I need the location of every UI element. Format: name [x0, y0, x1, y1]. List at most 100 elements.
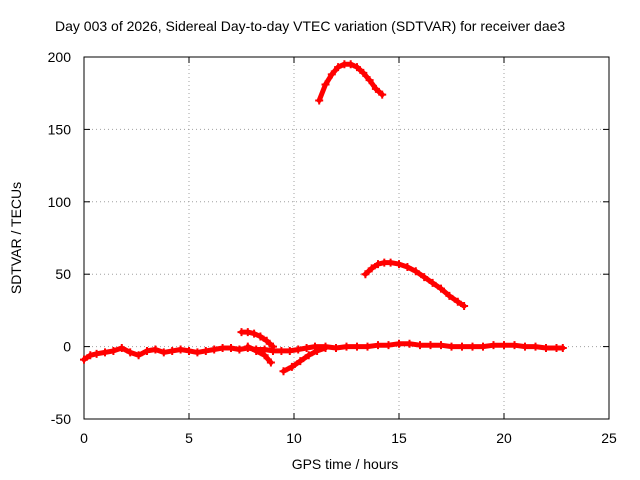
data-point [109, 346, 118, 355]
data-point [384, 341, 393, 350]
data-point [558, 344, 567, 353]
data-point [411, 267, 420, 276]
data-point [277, 346, 286, 355]
data-point [176, 345, 185, 354]
data-point [218, 344, 227, 353]
data-point [315, 96, 324, 105]
data-point [185, 346, 193, 355]
data-point [363, 342, 372, 351]
data-point [521, 342, 529, 351]
data-point [416, 341, 424, 350]
data-point [134, 351, 143, 360]
data-point [353, 63, 361, 72]
x-tick-label: 5 [185, 430, 193, 446]
data-point [468, 342, 477, 351]
data-point [287, 362, 296, 371]
data-point [374, 341, 382, 350]
data-point [445, 291, 454, 300]
data-point [479, 342, 487, 351]
data-point [334, 63, 343, 72]
data-point [285, 346, 294, 355]
data-point [269, 342, 277, 351]
data-point [426, 341, 435, 350]
data-point [447, 342, 456, 351]
series-dip-segment [245, 344, 274, 365]
data-point [168, 346, 177, 355]
data-point [342, 342, 351, 351]
y-tick-label: 50 [55, 266, 71, 282]
data-point [250, 329, 259, 338]
data-point [531, 342, 540, 351]
data-point [346, 60, 355, 69]
data-point [86, 351, 95, 360]
chart-title: Day 003 of 2026, Sidereal Day-to-day VTE… [55, 18, 566, 34]
data-point [327, 70, 336, 79]
x-tick-label: 20 [496, 430, 512, 446]
data-point [460, 302, 469, 311]
data-point [80, 355, 88, 364]
data-point [542, 344, 550, 353]
x-tick-label: 25 [601, 430, 617, 446]
data-point [266, 358, 275, 367]
y-tick-label: -50 [51, 411, 71, 427]
data-point [193, 348, 202, 357]
y-tick-label: 200 [48, 49, 72, 65]
data-point [279, 367, 288, 376]
data-point [151, 345, 160, 354]
data-point [302, 344, 311, 353]
data-point [458, 342, 466, 351]
x-tick-label: 15 [391, 430, 407, 446]
data-point [365, 76, 374, 85]
data-point [243, 342, 252, 351]
data-point [386, 258, 395, 267]
data-point [510, 341, 519, 350]
data-point [260, 351, 269, 360]
data-point [313, 346, 322, 355]
data-point [374, 260, 382, 269]
data-point [294, 345, 303, 354]
data-point [378, 90, 387, 99]
data-point [353, 342, 361, 351]
data-point [235, 345, 244, 354]
data-point [243, 328, 252, 337]
y-axis-label: SDTVAR / TECUs [8, 181, 24, 295]
y-tick-label: 150 [48, 121, 72, 137]
data-point [321, 80, 330, 89]
data-point [405, 339, 414, 348]
data-point [500, 341, 508, 350]
data-point [371, 84, 380, 93]
x-tick-label: 10 [286, 430, 302, 446]
data-point [437, 284, 445, 293]
data-point [420, 273, 429, 282]
data-point [101, 348, 109, 357]
data-point [359, 68, 368, 77]
data-point [117, 344, 126, 353]
data-point [403, 262, 412, 271]
data-point [437, 341, 445, 350]
data-point [321, 344, 330, 353]
data-point [143, 346, 151, 355]
data-point [296, 357, 305, 366]
y-tick-label: 100 [48, 194, 72, 210]
data-point [126, 348, 135, 357]
data-point [227, 344, 235, 353]
y-tick-label: 0 [63, 339, 71, 355]
x-axis-label: GPS time / hours [291, 456, 399, 472]
data-point [361, 270, 370, 279]
data-point [159, 348, 168, 357]
data-point [428, 278, 437, 287]
plot-border [83, 56, 610, 420]
data-point [395, 260, 403, 269]
data-point [367, 264, 376, 273]
x-tick-label: 0 [80, 430, 88, 446]
data-point [262, 336, 271, 345]
data-point [395, 339, 403, 348]
data-point [304, 351, 313, 360]
data-point [201, 346, 210, 355]
data-point [92, 349, 101, 358]
series-arc-high [316, 61, 385, 103]
data-point [453, 297, 462, 306]
data-point [256, 332, 265, 341]
data-point [332, 344, 340, 353]
